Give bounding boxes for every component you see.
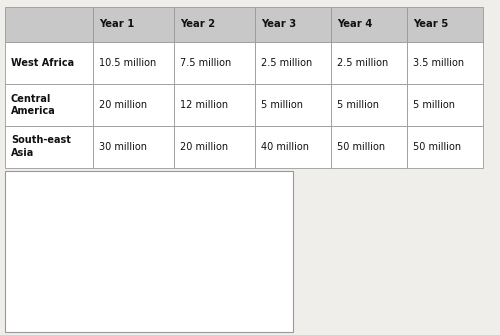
Bar (174, 7, 255, 42)
Bar (407, 7, 483, 42)
Bar (407, 42, 483, 84)
Wedge shape (67, 190, 148, 251)
Bar (5, 84, 93, 126)
Text: 5 million: 5 million (412, 100, 455, 110)
Wedge shape (67, 251, 190, 313)
Bar (5, 126, 93, 168)
Text: 30 million: 30 million (99, 142, 147, 152)
Text: 10.5 million: 10.5 million (99, 58, 156, 68)
Text: Central
America: Central America (11, 93, 56, 116)
Wedge shape (129, 215, 190, 251)
Wedge shape (129, 193, 178, 251)
Text: 50 million: 50 million (412, 142, 461, 152)
Bar (407, 126, 483, 168)
Bar (5, 7, 93, 42)
Bar (331, 42, 407, 84)
Text: Projected expenditure in Year 1: Projected expenditure in Year 1 (55, 179, 218, 189)
Bar (331, 7, 407, 42)
Text: 2.5 million: 2.5 million (261, 58, 312, 68)
Text: 5 million: 5 million (336, 100, 378, 110)
Bar (174, 42, 255, 84)
Text: 20 million: 20 million (99, 100, 147, 110)
Text: 50%: 50% (117, 283, 140, 293)
Bar (93, 126, 174, 168)
Text: Year 2: Year 2 (180, 19, 215, 29)
Bar (255, 42, 331, 84)
Text: 3.5 million: 3.5 million (412, 58, 464, 68)
Bar (93, 84, 174, 126)
Bar (331, 84, 407, 126)
Text: South-east
Asia: South-east Asia (11, 135, 71, 158)
Text: West Africa: West Africa (11, 58, 74, 68)
Bar (255, 7, 331, 42)
Text: 50 million: 50 million (336, 142, 385, 152)
Bar (255, 84, 331, 126)
Text: 20 million: 20 million (180, 142, 228, 152)
Bar (331, 126, 407, 168)
Text: 40 million: 40 million (261, 142, 309, 152)
Legend: Set-up costs, Salaries, Training, Office expenses: Set-up costs, Salaries, Training, Office… (167, 235, 265, 292)
Text: 30%: 30% (96, 216, 118, 226)
Text: Year 5: Year 5 (412, 19, 448, 29)
Text: 10%: 10% (152, 235, 176, 245)
Bar (174, 84, 255, 126)
Bar (174, 126, 255, 168)
Bar (5, 42, 93, 84)
Text: 7.5 million: 7.5 million (180, 58, 231, 68)
Text: Year 4: Year 4 (336, 19, 372, 29)
Text: Year 1: Year 1 (99, 19, 134, 29)
Bar (407, 84, 483, 126)
Text: 5 million: 5 million (261, 100, 303, 110)
Text: 10%: 10% (139, 216, 162, 226)
Bar (93, 7, 174, 42)
Bar (93, 42, 174, 84)
Bar (255, 126, 331, 168)
Text: 12 million: 12 million (180, 100, 228, 110)
Text: Year 3: Year 3 (261, 19, 296, 29)
Text: 2.5 million: 2.5 million (336, 58, 388, 68)
